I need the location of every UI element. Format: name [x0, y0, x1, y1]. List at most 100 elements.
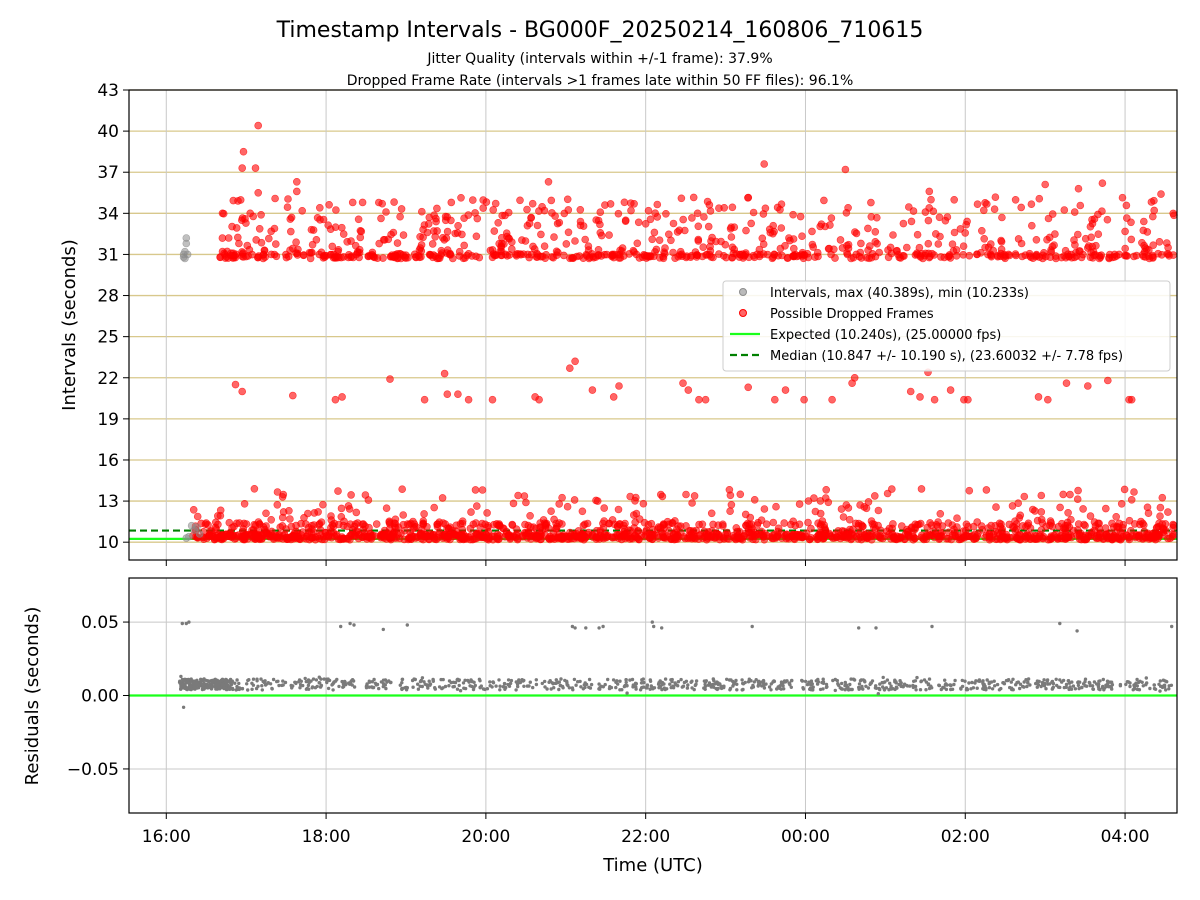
- dropped-frame-point: [1127, 526, 1135, 535]
- residual-point: [1035, 679, 1040, 683]
- residual-point: [1107, 685, 1111, 689]
- residual-point: [400, 677, 404, 682]
- residual-point: [195, 678, 199, 682]
- dropped-frame-point: [630, 200, 638, 208]
- residual-point: [943, 678, 947, 682]
- residual-point: [187, 620, 191, 624]
- dropped-frame-point: [597, 231, 606, 240]
- residual-point: [679, 677, 683, 682]
- residual-point: [960, 678, 964, 683]
- dropped-frame-point: [1145, 254, 1154, 263]
- dropped-frame-point: [334, 246, 343, 254]
- dropped-frame-point: [1086, 512, 1095, 520]
- dropped-frame-point: [466, 524, 475, 533]
- dropped-frame-point: [856, 248, 865, 257]
- dropped-frame-point: [930, 395, 939, 404]
- residual-point: [348, 621, 352, 626]
- dropped-frame-point: [312, 236, 321, 244]
- dropped-frame-point: [1127, 495, 1136, 504]
- dropped-frame-point: [254, 253, 263, 262]
- dropped-frame-point: [760, 160, 769, 168]
- dropped-frame-point: [605, 231, 613, 239]
- residual-point: [179, 686, 183, 690]
- residual-point: [779, 680, 784, 684]
- residual-point: [660, 626, 664, 630]
- residual-point: [1135, 677, 1139, 682]
- residual-point: [422, 680, 426, 684]
- residuals-points: [177, 620, 1174, 709]
- dropped-frame-point: [807, 524, 815, 533]
- dropped-frame-point: [435, 528, 444, 536]
- dropped-frame-point: [871, 228, 880, 236]
- dropped-frame-point: [1018, 252, 1027, 261]
- dropped-frame-point: [331, 395, 340, 404]
- residual-point: [364, 684, 369, 688]
- residual-point: [1144, 676, 1149, 680]
- residual-point: [631, 683, 635, 687]
- dropped-frame-point: [286, 515, 294, 523]
- dropped-frame-point: [777, 224, 786, 232]
- residual-point: [452, 684, 456, 689]
- residual-point: [509, 678, 514, 683]
- dropped-frame-point: [937, 528, 946, 537]
- dropped-frame-point: [432, 217, 440, 226]
- dropped-frame-point: [189, 505, 198, 514]
- dropped-frame-point: [1106, 250, 1114, 259]
- dropped-frame-point: [222, 530, 231, 539]
- dropped-frame-point: [553, 248, 562, 257]
- residual-point: [851, 677, 856, 681]
- dropped-frame-point: [804, 518, 812, 527]
- dropped-frame-point: [488, 246, 497, 254]
- dropped-frame-point: [358, 520, 367, 529]
- residual-point: [247, 678, 251, 682]
- dropped-frame-point: [719, 522, 727, 530]
- dropped-frame-point: [649, 252, 658, 261]
- residual-point: [237, 687, 241, 691]
- dropped-frame-point: [351, 241, 360, 250]
- dropped-frame-point: [493, 534, 501, 543]
- residual-point: [1018, 682, 1023, 686]
- residual-point: [769, 688, 773, 692]
- dropped-frame-point: [1059, 490, 1067, 499]
- dropped-frame-point: [457, 194, 465, 202]
- residual-point: [608, 685, 612, 689]
- dropped-frame-point: [1048, 210, 1057, 218]
- residual-point: [455, 678, 459, 682]
- residual-point: [1026, 677, 1031, 681]
- residual-point: [682, 680, 687, 685]
- dropped-frame-point: [745, 528, 753, 537]
- residual-point: [507, 684, 512, 688]
- dropped-frame-point: [246, 209, 254, 218]
- residual-point: [644, 686, 648, 690]
- residual-point: [447, 684, 451, 688]
- dropped-frame-point: [1067, 533, 1076, 542]
- residual-point: [670, 677, 674, 682]
- dropped-frame-point: [273, 488, 282, 496]
- residual-point: [1058, 678, 1062, 682]
- residual-point: [443, 684, 448, 689]
- dropped-frame-point: [451, 229, 460, 238]
- residual-point: [952, 682, 956, 687]
- dropped-frame-point: [1149, 241, 1157, 249]
- dropped-frame-point: [416, 233, 424, 241]
- dropped-frame-point: [472, 502, 481, 510]
- dropped-frame-point: [931, 230, 940, 238]
- residuals-x-ticks: 16:00 18:00 20:00 22:00 00:00 02:00 04:00: [142, 813, 1150, 847]
- residual-point: [516, 684, 520, 689]
- dropped-frame-point: [902, 243, 911, 252]
- residual-point: [558, 683, 562, 688]
- residual-point: [1008, 685, 1012, 690]
- dropped-frame-point: [286, 215, 295, 223]
- dropped-frame-point: [528, 199, 537, 208]
- dropped-frame-point: [284, 252, 293, 261]
- dropped-frame-point: [525, 253, 534, 262]
- dropped-frame-point: [808, 227, 816, 236]
- dropped-frame-point: [231, 380, 240, 389]
- dropped-frame-point: [563, 502, 572, 511]
- dropped-frame-point: [884, 246, 892, 254]
- dropped-frame-point: [347, 491, 355, 499]
- legend-label-dropped: Possible Dropped Frames: [770, 307, 934, 322]
- residual-point: [769, 682, 773, 686]
- dropped-frame-point: [822, 531, 830, 540]
- dropped-frame-point: [307, 225, 316, 234]
